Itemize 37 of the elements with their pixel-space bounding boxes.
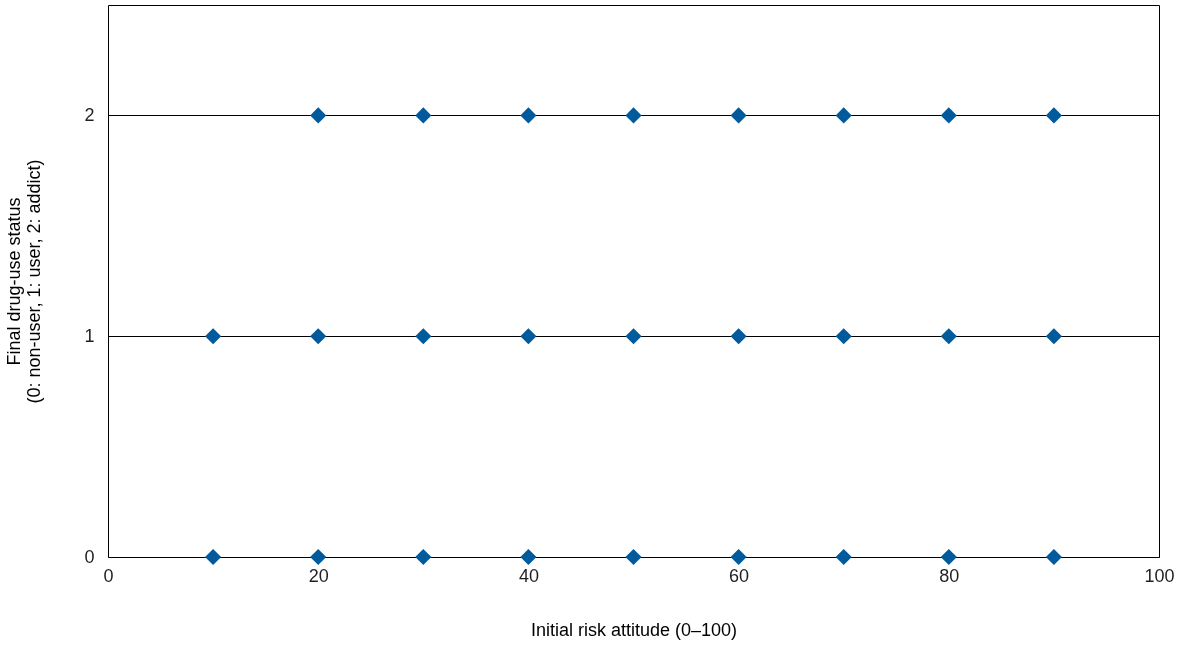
y-tick-label: 2 [84, 104, 95, 125]
y-tick-label: 0 [84, 546, 95, 567]
point [415, 328, 432, 345]
y-axis-title: Final drug-use status (0: non-user, 1: user, 2: addict) [4, 159, 45, 404]
point [730, 548, 747, 566]
point [730, 328, 747, 345]
point [835, 548, 852, 566]
point [520, 328, 537, 345]
point [415, 107, 432, 124]
x-tick-label: 80 [939, 565, 960, 586]
point [940, 107, 957, 124]
y-tick-label: 1 [84, 325, 95, 346]
point [310, 107, 327, 124]
point [835, 107, 852, 124]
x-tick-label: 20 [308, 565, 329, 586]
point [520, 107, 537, 124]
point [730, 107, 747, 124]
point [205, 328, 222, 345]
point [625, 107, 642, 124]
point [310, 548, 327, 566]
point [1045, 107, 1062, 124]
point [940, 548, 957, 566]
point [940, 328, 957, 345]
x-tick-label: 100 [1144, 565, 1175, 586]
point [1045, 548, 1062, 566]
point [835, 328, 852, 345]
x-tick-label: 0 [103, 565, 114, 586]
point [205, 548, 222, 566]
x-axis-title: Initial risk attitude (0–100) [530, 619, 738, 640]
point [1045, 328, 1062, 345]
x-tick-label: 40 [518, 565, 539, 586]
point [310, 328, 327, 345]
point [520, 548, 537, 566]
point [625, 548, 642, 566]
point [415, 548, 432, 566]
x-tick-label: 60 [729, 565, 750, 586]
point [625, 328, 642, 345]
